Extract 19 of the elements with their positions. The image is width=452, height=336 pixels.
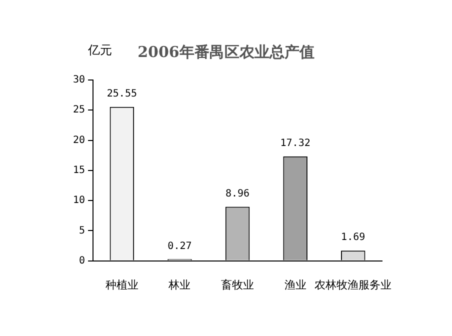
x-tick-label: 畜牧业 [221, 278, 254, 292]
data-label: 25.55 [106, 88, 137, 100]
x-tick-label: 农林牧渔服务业 [314, 278, 392, 292]
y-tick-label: 5 [79, 225, 86, 236]
data-label: 8.96 [225, 188, 250, 200]
y-axis-title: 亿元 [88, 42, 112, 59]
data-label: 1.69 [341, 232, 366, 244]
data-label: 0.27 [168, 240, 192, 252]
y-tick-label: 20 [72, 134, 86, 146]
y-tick-label: 0 [79, 255, 86, 266]
y-tick-label: 25 [72, 104, 86, 116]
y-tick-label: 15 [72, 164, 86, 176]
x-tick-label: 种植业 [105, 278, 138, 292]
chart-title: 2006年番禺区农业总产值 [138, 42, 314, 61]
y-tick-label: 30 [72, 74, 86, 86]
x-tick-label: 林业 [168, 278, 191, 292]
data-label: 17.32 [280, 138, 310, 150]
y-tick-label: 10 [72, 195, 86, 206]
x-tick-label: 渔业 [284, 278, 306, 292]
